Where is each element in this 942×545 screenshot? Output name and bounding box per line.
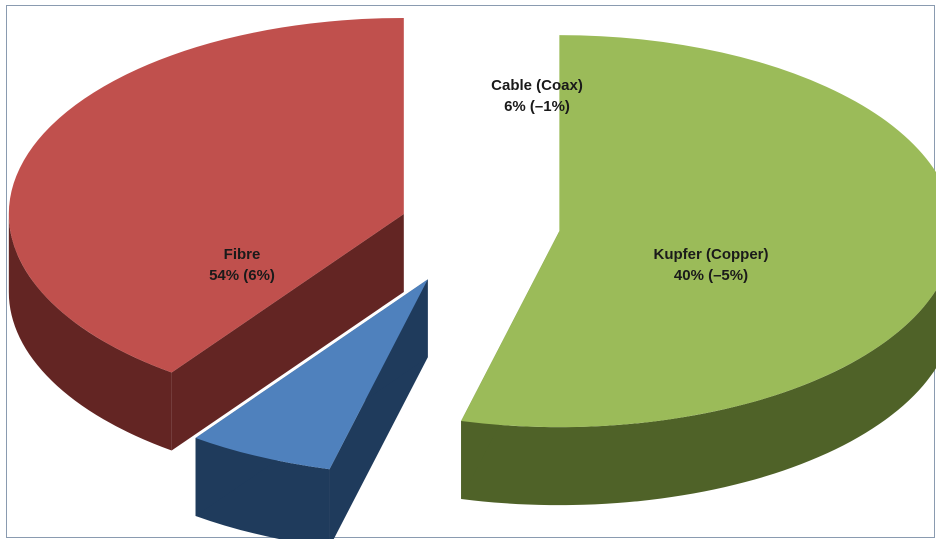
slice-top-kupfer-copper xyxy=(8,17,404,373)
label-copper-name: Kupfer (Copper) xyxy=(654,246,769,263)
label-fibre-name: Fibre xyxy=(224,246,261,263)
slice-tops xyxy=(8,17,936,470)
label-cable-name: Cable (Coax) xyxy=(491,77,583,94)
slice-top-cable-coax xyxy=(195,279,428,470)
slice-cut-side-kupfer-copper-0 xyxy=(171,213,404,451)
chart-frame: Fibre 54% (6%) Cable (Coax) 6% (–1%) Kup… xyxy=(6,5,936,539)
label-cable-value: 6% (–1%) xyxy=(504,98,570,115)
slice-labels: Fibre 54% (6%) Cable (Coax) 6% (–1%) Kup… xyxy=(209,77,768,284)
pie-chart: Fibre 54% (6%) Cable (Coax) 6% (–1%) Kup… xyxy=(8,17,936,539)
label-copper-value: 40% (–5%) xyxy=(674,267,748,284)
slice-outer-side-fibre xyxy=(461,290,936,506)
slice-outer-side-kupfer-copper xyxy=(8,213,172,451)
slice-top-fibre xyxy=(461,35,936,428)
label-fibre-value: 54% (6%) xyxy=(209,267,275,284)
